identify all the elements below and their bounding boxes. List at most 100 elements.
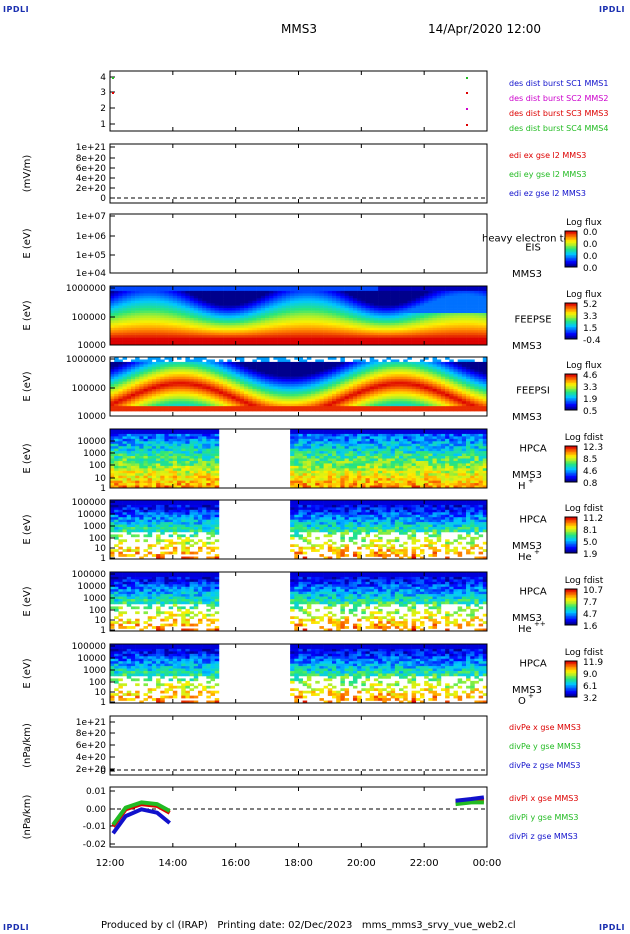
spectrogram-cell [218,298,224,302]
spectrogram-cell [436,388,442,392]
spectrogram-cell [156,463,161,467]
spectrogram-cell [470,393,475,397]
spectrogram-cell [168,286,174,289]
spectrogram-cell [239,332,245,336]
y-tick-label: 100000 [72,313,107,323]
spectrogram-cell [482,401,488,405]
spectrogram-cell [302,456,308,459]
spectrogram-cell [273,310,278,314]
spectrogram-cell [403,359,408,363]
spectrogram-cell [130,438,136,442]
spectrogram-cell [214,305,220,309]
spectrogram-cell [445,371,450,375]
spectrogram-cell [218,337,224,341]
spectrogram-cell [260,401,266,405]
spectrogram-cell [457,396,463,400]
spectrogram-cell [260,359,266,363]
spectrogram-cell [206,327,211,331]
spectrogram-cell [177,290,182,294]
spectrogram-cell [302,313,308,316]
spectrogram-cell [336,340,341,343]
spectrogram-cell [411,396,417,400]
spectrogram-cell [332,340,337,343]
spectrogram-cell [110,286,115,289]
spectrogram-cell [457,374,463,377]
spectrogram-cell [185,470,190,474]
spectrogram-cell [227,325,232,329]
spectrogram-cell [147,453,153,457]
spectrogram-cell [327,342,333,346]
spectrogram-cell [386,403,391,407]
spectrogram-cell [290,451,295,454]
spectrogram-cell [332,357,337,360]
spectrogram-cell [327,317,333,321]
spectrogram-cell [415,315,421,319]
spectrogram-cell [344,386,350,390]
colorbar-tick-label: -0.4 [583,336,601,346]
spectrogram-cell [378,335,383,338]
spectrogram-cell [390,315,396,319]
spectrogram-cell [428,303,433,306]
spectrogram-cell [403,315,408,319]
spectrogram-cell [306,342,312,346]
corner-label-bl: IPDLI [3,923,30,932]
spectrogram-cell [298,369,303,373]
spectrogram-cell [294,480,299,484]
spectrogram-cell [185,436,190,440]
spectrogram-cell [139,438,144,442]
spectrogram-cell [193,441,199,445]
spectrogram-cell [290,327,295,331]
spectrogram-cell [424,357,429,360]
spectrogram-cell [143,406,148,409]
spectrogram-cell [403,300,408,304]
spectrogram-cell [474,342,479,346]
spectrogram-cell [315,295,320,299]
spectrogram-cell [470,288,475,292]
spectrogram-cell [244,386,249,390]
spectrogram-cell [327,332,333,336]
spectrogram-cell [151,295,157,299]
spectrogram-cell [285,305,291,309]
spectrogram-cell [352,398,358,402]
spectrogram-cell [306,335,312,338]
spectrogram-cell [449,330,454,334]
spectrogram-cell [470,403,475,407]
spectrogram-cell [126,470,132,474]
spectrogram-cell [206,460,211,464]
spectrogram-cell [193,451,199,454]
spectrogram-cell [332,288,337,292]
spectrogram-cell [428,398,433,402]
spectrogram-cell [239,403,245,407]
spectrogram-cell [164,369,169,373]
spectrogram-cell [290,374,295,377]
spectrogram-cell [306,332,312,336]
spectrogram-cell [122,386,128,390]
spectrogram-cell [290,396,295,400]
spectrogram-cell [298,451,303,454]
spectrogram-cell [193,361,199,365]
spectrogram-cell [399,322,404,326]
spectrogram-cell [298,456,303,459]
spectrogram-cell [114,364,119,368]
spectrogram-cell [206,320,211,324]
spectrogram-cell [269,340,274,343]
spectrogram-cell [260,298,266,302]
spectrogram-cell [143,286,148,289]
spectrogram-cell [361,317,366,321]
spectrogram-cell [214,317,220,321]
spectrogram-cell [214,475,220,479]
spectrogram-cell [419,332,425,336]
spectrogram-cell [206,483,211,486]
spectrogram-cell [332,290,337,294]
spacecraft-label: MMS3 [512,341,542,352]
spectrogram-cell [252,308,257,311]
spectrogram-cell [135,369,140,373]
spectrogram-cell [252,313,257,316]
spectrogram-cell [411,315,417,319]
spectrogram-cell [424,393,429,397]
spectrogram-cell [206,335,211,338]
spectrogram-cell [197,473,203,477]
spectrogram-cell [277,357,283,360]
spectrogram-cell [139,305,144,309]
spectrogram-cell [294,325,299,329]
